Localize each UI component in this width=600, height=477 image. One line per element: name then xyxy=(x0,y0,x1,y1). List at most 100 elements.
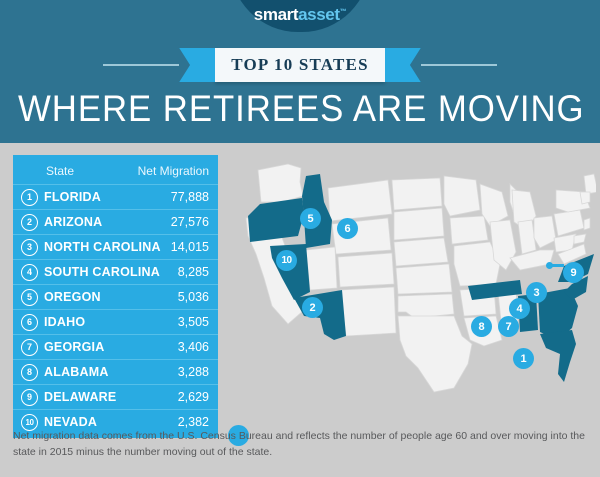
rank-badge: 8 xyxy=(21,363,38,381)
footnote: Net migration data comes from the U.S. C… xyxy=(13,430,585,458)
state-name: SOUTH CAROLINA xyxy=(44,265,160,279)
ribbon-rule-left xyxy=(103,64,180,66)
rank-badge: 5 xyxy=(21,288,38,306)
map-marker-alabama[interactable]: 8 xyxy=(471,316,492,337)
highlight-oregon xyxy=(248,198,304,242)
rank-badge: 10 xyxy=(21,413,38,431)
map-marker-nevada[interactable]: 10 xyxy=(276,250,297,271)
table-row[interactable]: 8 ALABAMA 3,288 xyxy=(13,359,218,384)
state-iowa xyxy=(449,215,489,245)
rank-badge: 7 xyxy=(21,338,38,356)
net-migration-value: 3,505 xyxy=(177,315,209,329)
logo-asset-text: asset xyxy=(298,5,340,24)
table-row[interactable]: 9 DELAWARE 2,629 xyxy=(13,384,218,409)
net-migration-value: 77,888 xyxy=(170,190,209,204)
logo-wordmark: smartasset™ xyxy=(253,5,347,32)
state-name: GEORGIA xyxy=(44,340,105,354)
table-row[interactable]: 7 GEORGIA 3,406 xyxy=(13,334,218,359)
state-ohio xyxy=(533,215,557,249)
state-pennsylvania xyxy=(553,209,585,237)
table-row[interactable]: 5 OREGON 5,036 xyxy=(13,284,218,309)
state-illinois xyxy=(489,219,517,271)
us-map-svg xyxy=(245,163,599,393)
state-utah xyxy=(305,246,338,291)
state-name: NORTH CAROLINA xyxy=(44,240,161,254)
highlight-south-carolina xyxy=(564,276,588,300)
state-washington xyxy=(257,163,304,203)
header-banner: smartasset™ TOP 10 STATES WHERE RETIREES… xyxy=(0,0,600,143)
state-name: OREGON xyxy=(44,290,101,304)
map-base-states xyxy=(245,163,599,393)
table-row[interactable]: 2 ARIZONA 27,576 xyxy=(13,209,218,234)
highlight-georgia xyxy=(538,288,578,340)
delaware-dot xyxy=(546,262,553,269)
state-name: DELAWARE xyxy=(44,390,117,404)
state-name: NEVADA xyxy=(44,415,98,429)
column-header-state: State xyxy=(46,164,75,178)
state-kansas xyxy=(395,263,453,295)
map-marker-florida[interactable]: 1 xyxy=(513,348,534,369)
ribbon-center: TOP 10 STATES xyxy=(215,48,385,82)
state-maryland xyxy=(573,233,587,245)
logo-smart-text: smart xyxy=(253,5,299,24)
state-nebraska xyxy=(393,237,449,267)
state-north-dakota xyxy=(391,177,443,211)
table-row[interactable]: 3 NORTH CAROLINA 14,015 xyxy=(13,234,218,259)
map-marker-south-carolina[interactable]: 4 xyxy=(509,298,530,319)
rank-badge: 9 xyxy=(21,388,38,406)
map-marker-georgia[interactable]: 7 xyxy=(498,316,519,337)
state-oklahoma xyxy=(397,293,455,319)
map-marker-placeholder xyxy=(228,425,249,446)
net-migration-value: 8,285 xyxy=(177,265,209,279)
table-row[interactable]: 10 NEVADA 2,382 xyxy=(13,409,218,434)
map-marker-oregon[interactable]: 5 xyxy=(300,208,321,229)
state-name: FLORIDA xyxy=(44,190,101,204)
state-virginia xyxy=(557,243,587,265)
highlight-florida xyxy=(540,330,576,382)
ribbon-tail-right xyxy=(384,48,421,82)
map-marker-delaware[interactable]: 9 xyxy=(563,262,584,283)
delaware-connector-line xyxy=(550,264,564,267)
state-name: ARIZONA xyxy=(44,215,103,229)
net-migration-value: 3,288 xyxy=(177,365,209,379)
highlight-arizona xyxy=(294,290,346,340)
state-new-jersey xyxy=(583,217,591,231)
rank-badge: 6 xyxy=(21,313,38,331)
page-title: WHERE RETIREES ARE MOVING xyxy=(18,88,585,129)
rank-badge: 2 xyxy=(21,213,38,231)
state-montana xyxy=(327,179,393,222)
net-migration-value: 3,406 xyxy=(177,340,209,354)
state-kentucky xyxy=(509,249,555,271)
ribbon-tail-left xyxy=(179,48,216,82)
rankings-table: State Net Migration 1 FLORIDA 77,888 2 A… xyxy=(13,155,218,438)
state-maine xyxy=(583,173,599,195)
state-indiana xyxy=(517,219,537,255)
us-map: 5 6 10 2 9 3 4 7 8 1 xyxy=(228,158,599,446)
map-marker-idaho[interactable]: 6 xyxy=(337,218,358,239)
table-row[interactable]: 6 IDAHO 3,505 xyxy=(13,309,218,334)
rank-badge: 3 xyxy=(21,238,38,256)
column-header-net-migration: Net Migration xyxy=(137,164,209,178)
state-texas xyxy=(397,315,473,393)
ribbon-rule-right xyxy=(420,64,497,66)
net-migration-value: 2,382 xyxy=(177,415,209,429)
map-marker-arizona[interactable]: 2 xyxy=(302,297,323,318)
rank-badge: 1 xyxy=(21,188,38,206)
state-south-dakota xyxy=(393,207,445,241)
table-row[interactable]: 4 SOUTH CAROLINA 8,285 xyxy=(13,259,218,284)
ribbon-banner: TOP 10 STATES xyxy=(0,48,600,82)
smartasset-logo: smartasset™ xyxy=(230,0,370,32)
net-migration-value: 2,629 xyxy=(177,390,209,404)
state-colorado xyxy=(337,252,395,288)
net-migration-value: 5,036 xyxy=(177,290,209,304)
rank-badge: 4 xyxy=(21,263,38,281)
state-name: ALABAMA xyxy=(44,365,109,379)
table-header-row: State Net Migration xyxy=(13,159,218,184)
net-migration-value: 14,015 xyxy=(170,240,209,254)
state-new-england xyxy=(579,191,591,205)
state-minnesota xyxy=(443,175,481,217)
net-migration-value: 27,576 xyxy=(170,215,209,229)
map-marker-north-carolina[interactable]: 3 xyxy=(526,282,547,303)
trademark-icon: ™ xyxy=(339,8,347,16)
table-row[interactable]: 1 FLORIDA 77,888 xyxy=(13,184,218,209)
